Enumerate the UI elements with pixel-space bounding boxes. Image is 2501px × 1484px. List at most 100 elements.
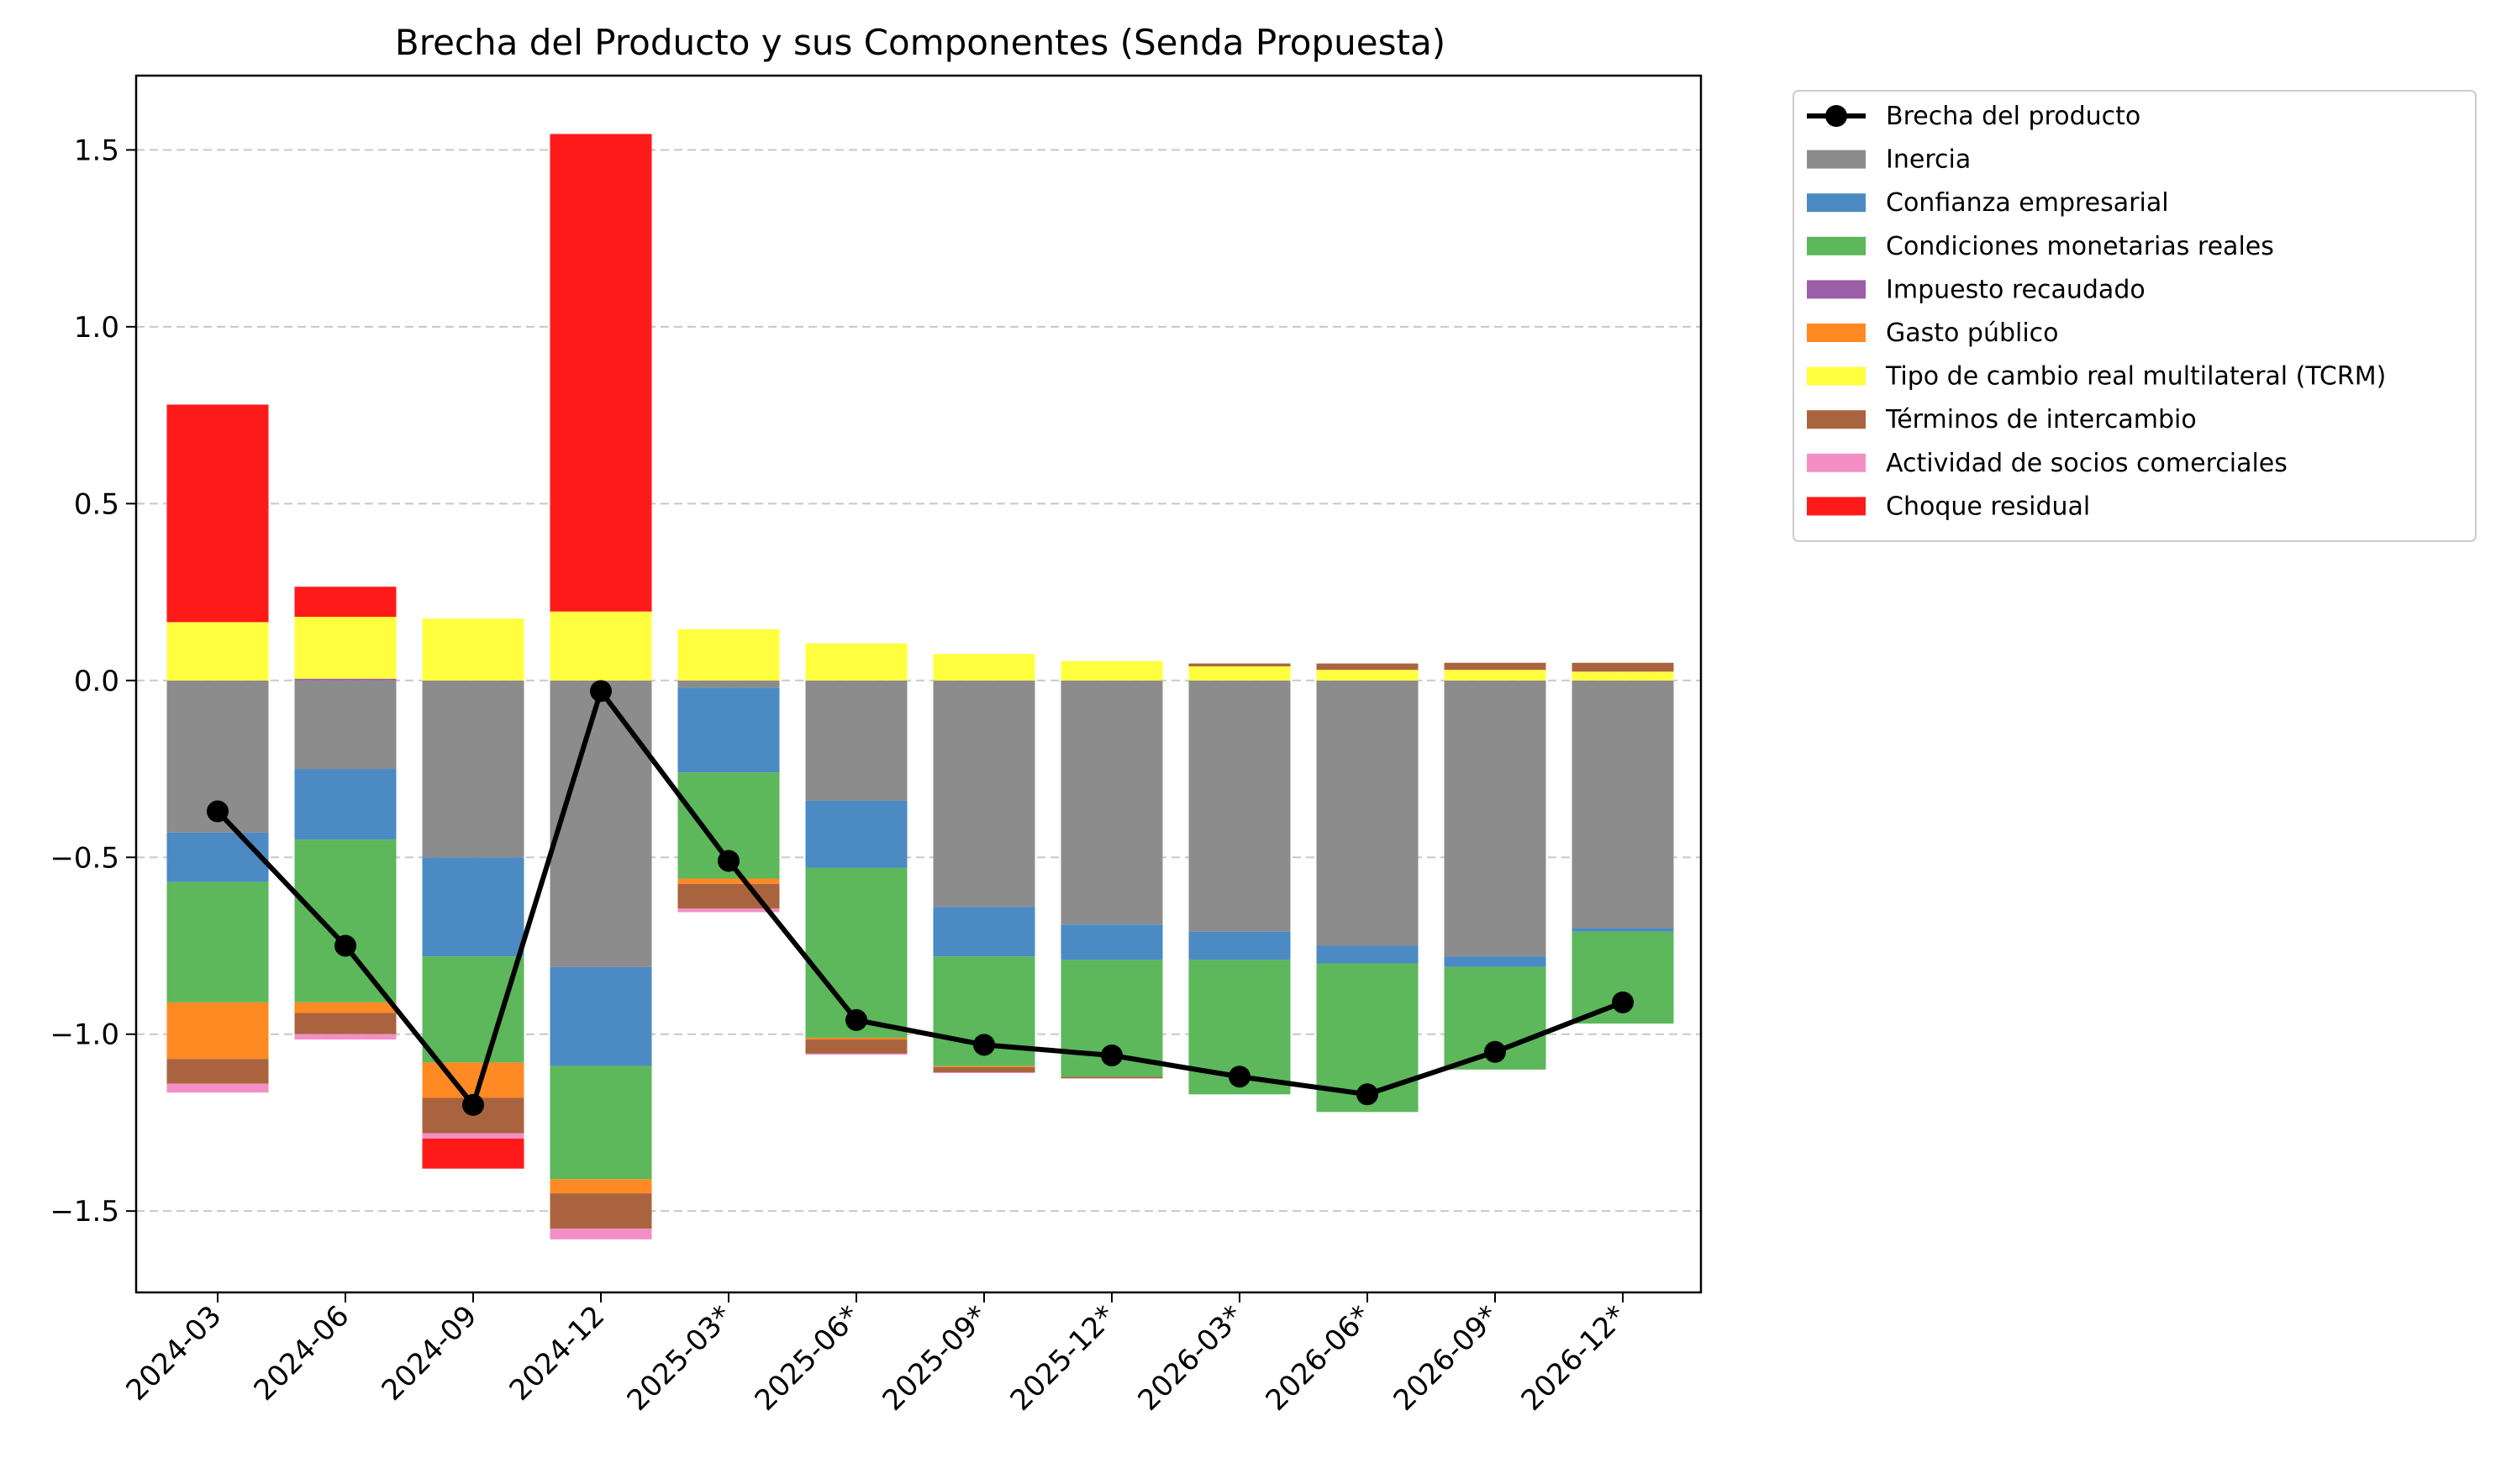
bar-tipo-de-cambio-real-multilateral-tcrm <box>422 618 524 681</box>
bar-inercia <box>1188 680 1291 932</box>
legend-swatch <box>1807 280 1866 299</box>
bar-terminos-de-intercambio <box>933 1066 1035 1073</box>
y-axis: −1.5 −1.0 −0.5 0.0 0.5 1.0 1.5 <box>50 134 136 1229</box>
bar-confianza-empresarial <box>166 832 269 882</box>
legend-line-marker <box>1825 105 1847 127</box>
legend-swatch <box>1807 236 1866 255</box>
line-point <box>590 680 612 703</box>
bar-terminos-de-intercambio <box>1188 663 1291 666</box>
bar-choque-residual <box>166 404 269 623</box>
x-tick-label: 2024-09 <box>376 1299 484 1408</box>
legend-label: Términos de intercambio <box>1885 405 2197 434</box>
line-point <box>1356 1083 1378 1106</box>
bar-inercia <box>805 680 908 801</box>
y-tick-label: −0.5 <box>50 841 119 875</box>
x-tick-label: 2026-06* <box>1260 1299 1378 1418</box>
bar-gasto-publico <box>422 1062 524 1098</box>
bar-tipo-de-cambio-real-multilateral-tcrm <box>294 617 397 679</box>
line-point <box>1101 1044 1123 1066</box>
line-point <box>718 850 740 872</box>
legend-swatch <box>1807 410 1866 429</box>
line-point <box>973 1034 995 1056</box>
bar-confianza-empresarial <box>933 907 1035 957</box>
bar-gasto-publico <box>805 1037 908 1040</box>
x-tick-label: 2025-09* <box>877 1299 995 1418</box>
x-tick-label: 2025-06* <box>749 1299 867 1418</box>
bar-condiciones-monetarias-reales <box>550 1066 652 1180</box>
bar-actividad-de-socios-comerciales <box>422 1133 524 1139</box>
x-tick-label: 2024-06 <box>248 1299 356 1408</box>
y-tick-label: −1.5 <box>50 1195 119 1229</box>
bar-condiciones-monetarias-reales <box>294 839 397 1002</box>
legend-label: Inercia <box>1886 145 1971 175</box>
bar-inercia <box>933 680 1035 908</box>
bar-actividad-de-socios-comerciales <box>294 1034 397 1040</box>
bar-confianza-empresarial <box>422 857 524 957</box>
bar-confianza-empresarial <box>294 769 397 840</box>
line-point <box>462 1093 484 1116</box>
legend-label: Confianza empresarial <box>1886 188 2169 218</box>
bar-tipo-de-cambio-real-multilateral-tcrm <box>1188 666 1291 681</box>
bar-gasto-publico <box>677 878 780 884</box>
bar-terminos-de-intercambio <box>1444 662 1546 671</box>
bar-inercia <box>677 680 780 688</box>
bar-inercia <box>1316 680 1419 946</box>
legend-swatch <box>1807 193 1866 213</box>
y-tick-label: 0.0 <box>74 665 119 698</box>
plot-frame <box>134 74 1703 1294</box>
bar-impuesto-recaudado <box>294 678 397 681</box>
bar-confianza-empresarial <box>677 687 780 773</box>
bar-terminos-de-intercambio <box>294 1013 397 1034</box>
bar-condiciones-monetarias-reales <box>166 881 269 1002</box>
bar-terminos-de-intercambio <box>1572 662 1674 672</box>
bar-inercia <box>1572 680 1674 929</box>
legend-label: Brecha del producto <box>1886 102 2140 131</box>
bar-choque-residual <box>294 587 397 618</box>
bar-actividad-de-socios-comerciales <box>677 908 780 913</box>
chart-title: Brecha del Producto y sus Componentes (S… <box>395 22 1445 63</box>
legend-label: Condiciones monetarias reales <box>1886 232 2274 261</box>
bar-tipo-de-cambio-real-multilateral-tcrm <box>550 611 652 681</box>
line-point <box>1229 1066 1250 1088</box>
bar-confianza-empresarial <box>550 966 652 1066</box>
legend-swatch <box>1807 453 1866 472</box>
x-tick-label: 2026-03* <box>1132 1299 1250 1418</box>
legend-label: Gasto público <box>1886 318 2059 348</box>
x-axis: 2024-03 2024-06 2024-09 2024-12 2025-03* 2025… <box>120 1292 1634 1418</box>
line-point <box>1612 991 1634 1013</box>
bar-confianza-empresarial <box>1061 924 1163 960</box>
bar-confianza-empresarial <box>1188 931 1291 960</box>
bar-choque-residual <box>422 1138 524 1169</box>
bar-actividad-de-socios-comerciales <box>550 1229 652 1239</box>
line-path <box>215 688 1624 1108</box>
bar-terminos-de-intercambio <box>1316 663 1419 671</box>
bar-confianza-empresarial <box>805 800 908 868</box>
bar-tipo-de-cambio-real-multilateral-tcrm <box>166 622 269 681</box>
bar-inercia <box>422 680 524 858</box>
bar-gasto-publico <box>166 1002 269 1060</box>
bar-tipo-de-cambio-real-multilateral-tcrm <box>933 654 1035 681</box>
y-tick-label: 0.5 <box>74 487 119 521</box>
bar-gasto-publico <box>294 1002 397 1013</box>
bar-terminos-de-intercambio <box>550 1193 652 1229</box>
line-point <box>1484 1040 1506 1063</box>
legend-swatch <box>1807 324 1866 342</box>
bar-terminos-de-intercambio <box>805 1039 908 1054</box>
bar-inercia <box>294 680 397 770</box>
y-tick-label: 1.5 <box>74 134 119 167</box>
x-tick-label: 2026-12* <box>1515 1299 1634 1418</box>
bar-confianza-empresarial <box>1316 945 1419 964</box>
bar-tipo-de-cambio-real-multilateral-tcrm <box>677 629 780 681</box>
bar-confianza-empresarial <box>1572 928 1674 932</box>
y-tick-label: −1.0 <box>50 1018 119 1052</box>
line-point <box>334 934 356 957</box>
output-gap-line <box>207 680 1634 1116</box>
x-tick-label: 2026-09* <box>1387 1299 1506 1418</box>
legend-label: Actividad de socios comerciales <box>1886 449 2288 478</box>
bar-gasto-publico <box>933 1066 1035 1067</box>
x-tick-label: 2024-03 <box>120 1299 229 1408</box>
bar-actividad-de-socios-comerciales <box>805 1053 908 1055</box>
bar-inercia <box>1061 680 1163 925</box>
bar-actividad-de-socios-comerciales <box>166 1083 269 1093</box>
